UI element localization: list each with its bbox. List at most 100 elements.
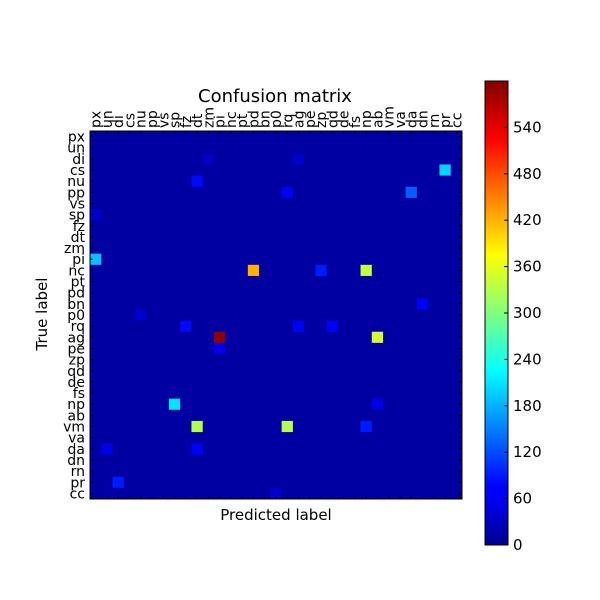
- x-tick-label-da: da: [404, 111, 420, 128]
- heatmap-cell-bn-qd: [326, 298, 339, 310]
- heatmap-cell-nc-pe: [304, 264, 316, 277]
- heatmap-cell-un-de: [338, 142, 350, 154]
- heatmap-cell-cs-pi: [214, 164, 226, 176]
- heatmap-cell-np-va: [394, 398, 407, 411]
- heatmap-cell-zp-nu: [135, 354, 147, 366]
- heatmap-cell-sp-qd: [326, 209, 339, 221]
- heatmap-cell-fz-pd: [247, 220, 260, 232]
- heatmap-cell-cc-sp: [168, 487, 181, 500]
- heatmap-cell-de-ab: [371, 376, 384, 388]
- heatmap-cell-da-ag: [292, 443, 305, 455]
- heatmap-cell-fz-qd: [326, 220, 339, 232]
- heatmap-cell-np-dn: [416, 398, 429, 411]
- heatmap-cell-pp-di: [112, 186, 125, 199]
- heatmap-cell-va-un: [101, 432, 113, 444]
- heatmap-cell-vm-pd: [247, 420, 260, 433]
- heatmap-cell-nu-p0: [270, 175, 283, 188]
- heatmap-cell-fz-p0: [270, 220, 283, 232]
- heatmap-cell-np-da: [405, 398, 418, 411]
- heatmap-cell-vm-va: [394, 420, 407, 433]
- heatmap-cell-rn-ab: [371, 465, 384, 478]
- heatmap-cell-pt-vm: [383, 275, 395, 288]
- heatmap-cell-di-fz: [180, 153, 192, 165]
- heatmap-cell-pi-vs: [157, 253, 170, 266]
- heatmap-cell-da-pt: [236, 443, 249, 455]
- heatmap-cell-rq-bn: [259, 320, 271, 333]
- heatmap-cell-ag-cs: [123, 331, 136, 344]
- heatmap-cell-dn-fs: [349, 454, 361, 466]
- heatmap-cell-ag-va: [394, 331, 407, 344]
- heatmap-cell-p0-cc: [450, 309, 463, 321]
- heatmap-cell-zm-fz: [180, 242, 192, 255]
- heatmap-cell-rn-va: [394, 465, 407, 478]
- heatmap-cell-np-zp: [315, 398, 328, 411]
- heatmap-cell-ab-vm: [383, 409, 395, 422]
- heatmap-cell-un-zm: [202, 142, 215, 154]
- heatmap-cell-da-fs: [349, 443, 361, 455]
- heatmap-cell-cc-nu: [135, 487, 147, 500]
- heatmap-cell-rn-pr: [439, 465, 452, 478]
- heatmap-cell-ab-un: [101, 409, 113, 422]
- heatmap-cell-fz-zp: [315, 220, 328, 232]
- heatmap-cell-px-fz: [180, 131, 192, 143]
- heatmap-cell-zm-p0: [270, 242, 283, 255]
- heatmap-cell-de-bn: [259, 376, 271, 388]
- heatmap-cell-qd-p0: [270, 365, 283, 377]
- heatmap-cell-ab-zm: [202, 409, 215, 422]
- heatmap-cell-va-de: [338, 432, 350, 444]
- heatmap-cell-np-nc: [225, 398, 237, 411]
- heatmap-cell-da-sp: [168, 443, 181, 455]
- heatmap-cell-pd-va: [394, 287, 407, 299]
- heatmap-cell-rq-da: [405, 320, 418, 333]
- heatmap-cell-fz-cs: [123, 220, 136, 232]
- heatmap-cell-ag-de: [338, 331, 350, 344]
- heatmap-cell-bn-nc: [225, 298, 237, 310]
- heatmap-cell-fz-un: [101, 220, 113, 232]
- heatmap-cell-px-rq: [281, 131, 294, 143]
- heatmap-cell-vs-pr: [439, 197, 452, 210]
- heatmap-cell-pi-da: [405, 253, 418, 266]
- heatmap-cell-de-vs: [157, 376, 170, 388]
- heatmap-cell-pr-zm: [202, 476, 215, 489]
- heatmap-cell-zm-pd: [247, 242, 260, 255]
- heatmap-cell-pi-rq: [281, 253, 294, 266]
- heatmap-cell-pi-sp: [168, 253, 181, 266]
- heatmap-cell-nc-bn: [259, 264, 271, 277]
- heatmap-cell-sp-dn: [416, 209, 429, 221]
- colorbar-tick-label-480: 480: [513, 165, 542, 183]
- y-tick-label-pe: pe: [68, 341, 86, 357]
- y-tick-label-un: un: [67, 141, 85, 157]
- heatmap-cell-nc-fz: [180, 264, 192, 277]
- heatmap-cell-nu-sp: [168, 175, 181, 188]
- heatmap-cell-sp-rn: [428, 209, 440, 221]
- heatmap-cell-fs-zp: [315, 387, 328, 400]
- heatmap-cell-cs-dn: [416, 164, 429, 176]
- heatmap-cell-px-pt: [236, 131, 249, 143]
- heatmap-cell-pp-vs: [157, 186, 170, 199]
- heatmap-cell-nu-pi: [214, 175, 226, 188]
- heatmap-cell-qd-zm: [202, 365, 215, 377]
- heatmap-cell-di-pd: [247, 153, 260, 165]
- heatmap-cell-qd-pe: [304, 365, 316, 377]
- heatmap-cell-p0-rn: [428, 309, 440, 321]
- heatmap-cell-sp-pe: [304, 209, 316, 221]
- x-tick-label-pr: pr: [438, 113, 454, 128]
- heatmap-cell-px-pe: [304, 131, 316, 143]
- heatmap-cell-cs-va: [394, 164, 407, 176]
- heatmap-cell-nu-pp: [146, 175, 159, 188]
- heatmap-cell-zp-rn: [428, 354, 440, 366]
- heatmap-cell-pp-ag: [292, 186, 305, 199]
- heatmap-cell-dt-zm: [202, 231, 215, 243]
- heatmap-cell-nc-ab: [371, 264, 384, 277]
- heatmap-cell-de-dn: [416, 376, 429, 388]
- heatmap-cell-zp-cc: [450, 354, 463, 366]
- heatmap-cell-pe-ab: [371, 342, 384, 355]
- heatmap-cell-px-da: [405, 131, 418, 143]
- heatmap-cell-rn-di: [112, 465, 125, 478]
- heatmap-cell-vs-bn: [259, 197, 271, 210]
- heatmap-cell-rq-px: [90, 320, 102, 333]
- heatmap-cell-pe-pr: [439, 342, 452, 355]
- heatmap-cell-nu-vs: [157, 175, 170, 188]
- heatmap-cell-pi-pt: [236, 253, 249, 266]
- heatmap-cell-rq-qd: [326, 320, 339, 333]
